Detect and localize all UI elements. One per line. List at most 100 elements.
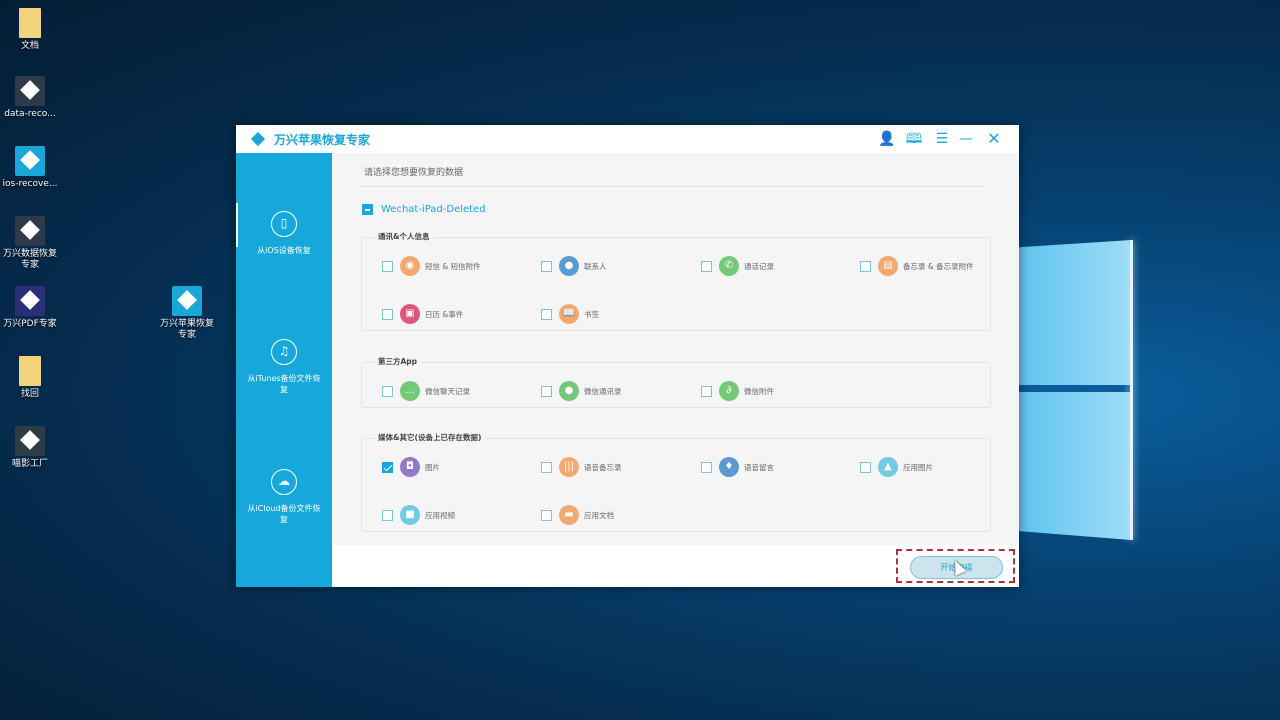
checkbox[interactable]: [701, 260, 712, 272]
checkbox[interactable]: [541, 509, 552, 521]
desktop-icon-label: 喵影工厂: [11, 459, 48, 469]
sidebar-item[interactable]: ☁ 从iCloud备份文件恢复: [236, 469, 332, 525]
app-shortcut-icon: [15, 76, 45, 106]
data-type-option[interactable]: ♦ 语音留言: [701, 457, 774, 477]
data-type-option[interactable]: ▬ 应用文档: [541, 505, 614, 525]
category-group: 媒体&其它(设备上已存在数据) ◘ 图片 ||| 语音备忘录 ♦ 语音留言 ▲ 应用图片 ■ 应用视…: [361, 432, 991, 532]
desktop-icon[interactable]: 喵影工厂: [0, 426, 60, 470]
data-type-icon: ▲: [878, 457, 898, 477]
checkbox[interactable]: [541, 260, 552, 272]
option-label: 书签: [584, 309, 599, 319]
data-type-option[interactable]: ||| 语音备忘录: [541, 457, 622, 477]
data-type-option[interactable]: ◘ 图片: [382, 457, 440, 477]
app-shortcut-icon: [15, 146, 45, 176]
minimize-icon[interactable]: —: [959, 131, 973, 147]
diamond-shape: [20, 220, 40, 240]
data-type-option[interactable]: ▤ 备忘录 & 备忘录附件: [860, 256, 974, 276]
checkbox[interactable]: [382, 308, 393, 320]
option-label: 应用视频: [425, 510, 455, 520]
close-icon[interactable]: ✕: [987, 129, 1001, 148]
main-content: 请选择您想要恢复的数据 Wechat-iPad-Deleted 通讯&个人信息 ◉…: [332, 153, 1019, 587]
data-type-option[interactable]: ✆ 通话记录: [701, 256, 774, 276]
data-type-option[interactable]: … 微信聊天记录: [382, 381, 470, 401]
data-type-icon: 📖: [559, 304, 579, 324]
desktop-icon-label: 找回: [20, 389, 39, 399]
app-window: 万兴苹果恢复专家 👤 🕮 ☰ — ✕ ▯ 从iOS设备恢复 ♫ 从iTunes备份文件…: [236, 125, 1019, 587]
desktop-icon[interactable]: 万兴数据恢复专家: [0, 216, 60, 271]
data-type-icon: |||: [559, 457, 579, 477]
checkbox[interactable]: [382, 509, 393, 521]
group-title: 媒体&其它(设备上已存在数据): [374, 432, 486, 443]
data-type-option[interactable]: ● 微信通讯录: [541, 381, 622, 401]
checkbox[interactable]: [701, 461, 712, 473]
option-label: 微信聊天记录: [425, 386, 470, 396]
checkbox[interactable]: [382, 461, 393, 473]
desktop-icon[interactable]: 文档: [0, 8, 60, 52]
sidebar-item-label: 从iTunes备份文件恢复: [247, 374, 321, 394]
category-group: 第三方App … 微信聊天记录 ● 微信通讯录 ∂ 微信附件: [361, 356, 991, 408]
divider: [360, 186, 984, 187]
checkbox[interactable]: [541, 308, 552, 320]
data-type-option[interactable]: ■ 应用视频: [382, 505, 455, 525]
desktop-icon-label: ios-recove...: [2, 179, 58, 189]
option-label: 日历 &事件: [425, 309, 464, 319]
checkbox[interactable]: [860, 461, 871, 473]
desktop-icon-label: data-reco...: [4, 109, 56, 119]
sidebar-item-label: 从iCloud备份文件恢复: [247, 504, 321, 524]
diamond-shape: [20, 150, 40, 170]
data-type-option[interactable]: ◉ 短信 & 短信附件: [382, 256, 481, 276]
checkbox[interactable]: [382, 260, 393, 272]
data-type-icon: ▤: [878, 256, 898, 276]
sidebar-item[interactable]: ♫ 从iTunes备份文件恢复: [236, 339, 332, 395]
checkbox[interactable]: [541, 385, 552, 397]
app-shortcut-icon: [172, 286, 202, 316]
checkbox[interactable]: [382, 385, 393, 397]
sidebar-item[interactable]: ▯ 从iOS设备恢复: [236, 203, 332, 256]
start-scan-button[interactable]: 开始扫描: [910, 556, 1003, 579]
data-type-icon: ∂: [719, 381, 739, 401]
desktop-icon[interactable]: data-reco...: [0, 76, 60, 120]
option-label: 备忘录 & 备忘录附件: [903, 261, 974, 271]
menu-icon[interactable]: ☰: [935, 131, 949, 147]
checkbox[interactable]: [541, 461, 552, 473]
data-type-icon: ■: [400, 505, 420, 525]
category-group: 通讯&个人信息 ◉ 短信 & 短信附件 ● 联系人 ✆ 通话记录 ▤ 备忘录 & 备忘录附件 ▣ 日…: [361, 231, 991, 331]
data-type-option[interactable]: ∂ 微信附件: [701, 381, 774, 401]
data-type-icon: ♦: [719, 457, 739, 477]
data-type-option[interactable]: ● 联系人: [541, 256, 607, 276]
desktop-icon-label: 万兴苹果恢复专家: [159, 319, 214, 340]
data-type-option[interactable]: ▲ 应用图片: [860, 457, 933, 477]
checkbox[interactable]: [860, 260, 871, 272]
checkbox[interactable]: [701, 385, 712, 397]
group-title: 第三方App: [374, 356, 422, 367]
desktop-icon[interactable]: 找回: [0, 356, 60, 400]
data-type-icon: ▣: [400, 304, 420, 324]
folder-icon: [19, 8, 41, 38]
book-icon[interactable]: 🕮: [905, 131, 923, 147]
app-shortcut-icon: [15, 216, 45, 246]
desktop-icon-label: 万兴PDF专家: [3, 319, 57, 329]
option-label: 短信 & 短信附件: [425, 261, 481, 271]
user-icon[interactable]: 👤: [878, 131, 896, 147]
data-type-icon: ✆: [719, 256, 739, 276]
option-label: 微信通讯录: [584, 386, 622, 396]
option-label: 微信附件: [744, 386, 774, 396]
data-type-icon: ◉: [400, 256, 420, 276]
desktop-icon[interactable]: 万兴苹果恢复专家: [157, 286, 217, 341]
desktop-icon-label: 万兴数据恢复专家: [2, 249, 57, 270]
desktop-icon[interactable]: ios-recove...: [0, 146, 60, 190]
desktop-icon-label: 文档: [20, 41, 39, 51]
data-type-option[interactable]: ▣ 日历 &事件: [382, 304, 463, 324]
data-type-icon: ●: [559, 256, 579, 276]
folder-icon: [19, 356, 41, 386]
desktop-icon[interactable]: 万兴PDF专家: [0, 286, 60, 330]
diamond-shape: [20, 430, 40, 450]
windows-logo-wallpaper: [1019, 240, 1133, 540]
diamond-shape: [20, 80, 40, 100]
option-label: 图片: [425, 462, 440, 472]
cloud-restore-icon: ☁: [271, 469, 297, 495]
collapse-checkbox[interactable]: [362, 204, 373, 215]
device-toggle[interactable]: Wechat-iPad-Deleted: [362, 204, 486, 215]
prompt-text: 请选择您想要恢复的数据: [364, 168, 464, 178]
data-type-option[interactable]: 📖 书签: [541, 304, 599, 324]
